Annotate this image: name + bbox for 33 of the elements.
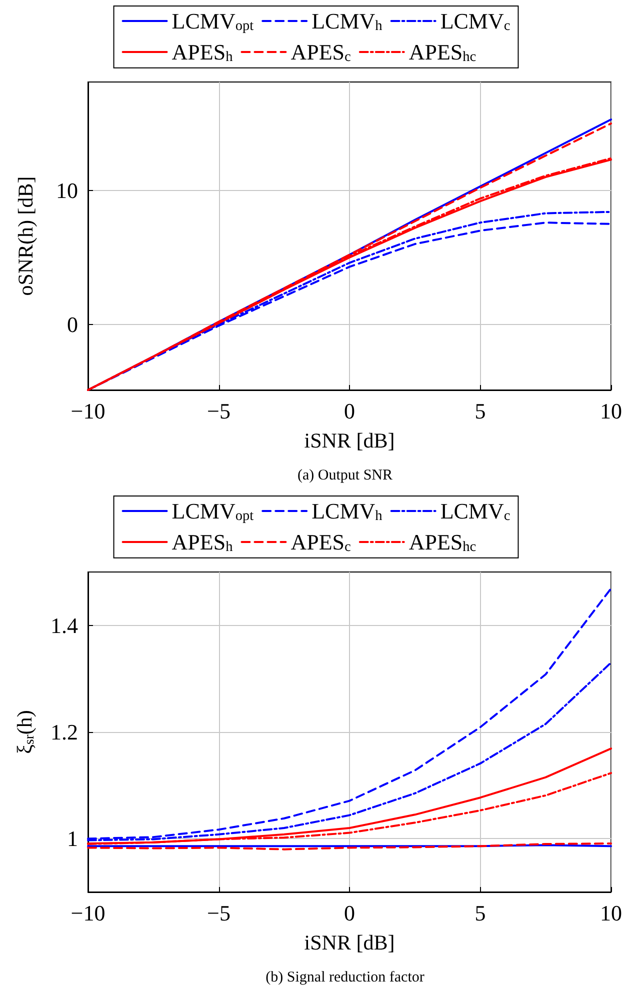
- legend-label: LCMVc: [440, 8, 510, 34]
- y-tick-label: 1.2: [50, 720, 78, 744]
- x-axis-title: iSNR [dB]: [304, 930, 395, 954]
- x-tick-label: −5: [207, 900, 230, 926]
- legend-label: LCMVc: [440, 498, 510, 524]
- legend-label: LCMVopt: [172, 8, 254, 34]
- x-tick-label: 10: [600, 900, 622, 926]
- y-tick-label: 1: [67, 826, 78, 852]
- x-tick-label: −10: [70, 398, 106, 424]
- y-tick-label: 1.4: [50, 612, 78, 638]
- x-tick-label: 5: [474, 398, 486, 424]
- y-tick-label: 0: [67, 312, 78, 337]
- legend-label: APEShc: [408, 39, 476, 65]
- x-tick-label: 0: [344, 900, 355, 926]
- x-axis-title: iSNR [dB]: [304, 428, 395, 452]
- legend-label: APESc: [290, 39, 351, 65]
- legend-label: LCMVh: [312, 8, 382, 34]
- x-tick-label: 0: [344, 398, 355, 424]
- y-tick-label: 10: [56, 178, 78, 203]
- legend-label: APESh: [172, 529, 233, 555]
- x-tick-label: −5: [207, 398, 230, 424]
- legend-label: APESh: [172, 39, 233, 65]
- x-tick-label: 10: [600, 398, 622, 424]
- x-tick-label: −10: [70, 900, 106, 926]
- x-tick-label: 5: [474, 900, 486, 926]
- legend-label: APESc: [290, 529, 351, 555]
- legend-label: LCMVh: [312, 498, 382, 524]
- legend-label: LCMVopt: [172, 498, 254, 524]
- y-axis-title: oSNR(h) [dB]: [14, 176, 38, 296]
- text: (b) Signal reduction factor: [266, 970, 424, 986]
- y-axis-title: ξsr(h): [12, 710, 36, 754]
- legend-label: APEShc: [408, 529, 476, 555]
- text: (a) Output SNR: [298, 468, 392, 484]
